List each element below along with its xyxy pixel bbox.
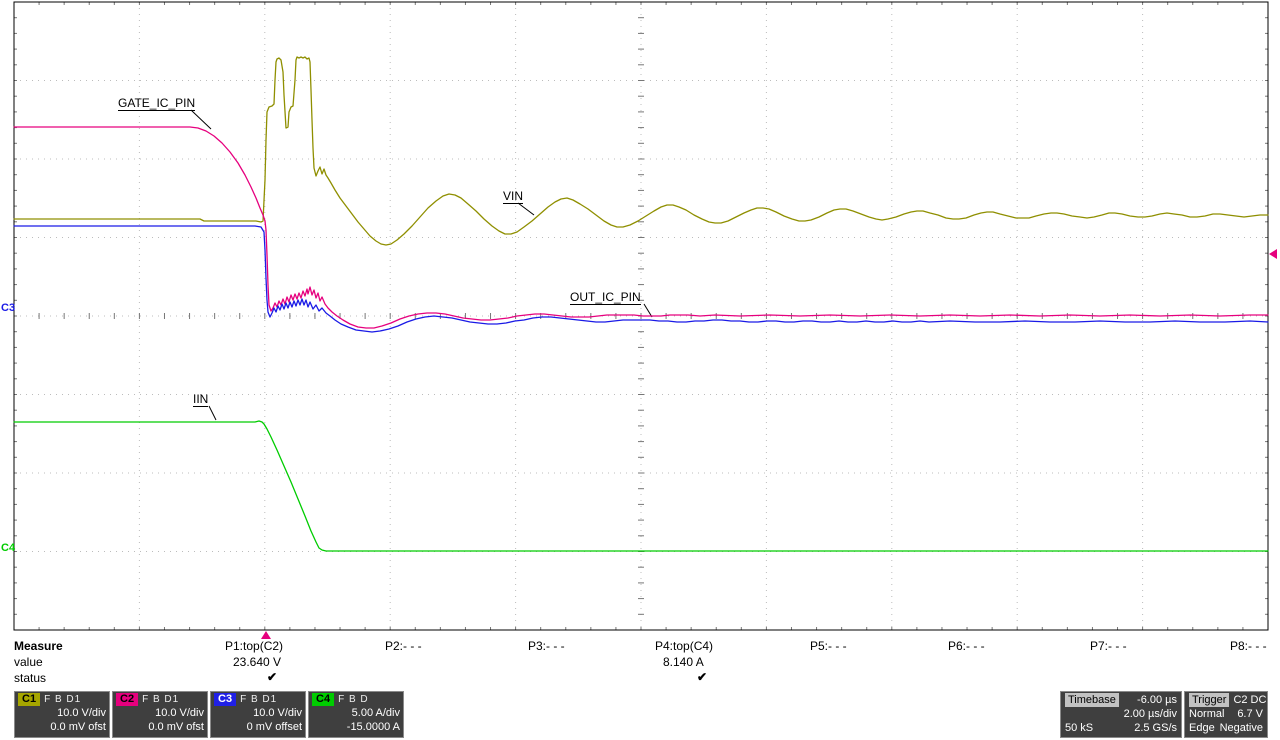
measure-p6-label[interactable]: P6:- - - xyxy=(948,639,985,653)
trigger-slope: Negative xyxy=(1219,722,1263,734)
channel-scale: 10.0 V/div xyxy=(155,707,204,719)
measure-p1-label[interactable]: P1:top(C2) xyxy=(225,639,284,653)
waveform-out_ic_pin xyxy=(13,225,1269,333)
annotation-out_ic_pin: OUT_IC_PIN xyxy=(570,290,641,305)
timebase-position: -6.00 µs xyxy=(1137,694,1177,706)
measure-p4-value: 8.140 A xyxy=(663,655,704,669)
channel-offset: -15.0000 A xyxy=(346,721,400,733)
measure-p1-value: 23.640 V xyxy=(233,655,282,669)
trigger-time-marker[interactable] xyxy=(261,631,271,639)
trigger-label: Trigger xyxy=(1189,693,1230,707)
channel-badge-c3: C3 xyxy=(214,693,237,706)
measure-p2-label[interactable]: P2:- - - xyxy=(385,639,422,653)
channel-badge-c4: C4 xyxy=(312,693,335,706)
channel-scale: 10.0 V/div xyxy=(253,707,302,719)
channel-marker-c4[interactable]: C4 xyxy=(1,542,16,554)
channel-offset: 0 mV offset xyxy=(246,721,302,733)
channel-badge-c2: C2 xyxy=(116,693,139,706)
channel-flags: F B D1 xyxy=(142,694,180,705)
annotation-vin: VIN xyxy=(503,189,524,204)
measure-p3-label[interactable]: P3:- - - xyxy=(528,639,565,653)
measure-row-title: Measure xyxy=(14,639,63,653)
channel-descriptor-c1[interactable]: C1 F B D1 10.0 V/div 0.0 mV ofst xyxy=(14,691,110,738)
channel-scale: 5.00 A/div xyxy=(351,707,400,719)
timebase-descriptor[interactable]: Timebase -6.00 µs 2.00 µs/div 50 kS 2.5 … xyxy=(1060,691,1182,738)
timebase-scale: 2.00 µs/div xyxy=(1123,708,1177,720)
channel-flags: F B D1 xyxy=(240,694,278,705)
trigger-level-marker[interactable] xyxy=(1269,249,1277,259)
annotation-gate_ic_pin: GATE_IC_PIN xyxy=(118,96,196,111)
measure-p4-status: ✔ xyxy=(697,670,708,684)
waveform-gate_ic_pin xyxy=(13,126,1269,329)
waveform-iin xyxy=(13,420,1269,552)
channel-descriptor-c2[interactable]: C2 F B D1 10.0 V/div 0.0 mV ofst xyxy=(112,691,208,738)
trigger-mode: Normal xyxy=(1189,708,1225,720)
waveform-vin xyxy=(13,56,1269,246)
trigger-level: 6.7 V xyxy=(1237,708,1263,720)
measure-row-value: value xyxy=(14,655,43,669)
channel-descriptor-c4[interactable]: C4 F B D 5.00 A/div -15.0000 A xyxy=(308,691,404,738)
channel-flags: F B D1 xyxy=(44,694,82,705)
measure-row-status: status xyxy=(14,671,47,685)
channel-marker-c3[interactable]: C3 xyxy=(1,302,16,314)
channel-descriptor-c3[interactable]: C3 F B D1 10.0 V/div 0 mV offset xyxy=(210,691,306,738)
trigger-descriptor[interactable]: Trigger C2 DC Normal 6.7 V Edge Negative xyxy=(1184,691,1268,738)
measure-p8-label[interactable]: P8:- - - xyxy=(1230,639,1267,653)
measure-p4-label[interactable]: P4:top(C4) xyxy=(655,639,714,653)
annotation-iin: IIN xyxy=(193,392,209,407)
measure-p1-status: ✔ xyxy=(267,670,278,684)
measure-p5-label[interactable]: P5:- - - xyxy=(810,639,847,653)
measure-p7-label[interactable]: P7:- - - xyxy=(1090,639,1127,653)
timebase-label: Timebase xyxy=(1065,693,1119,707)
channel-offset: 0.0 mV ofst xyxy=(148,721,204,733)
channel-scale: 10.0 V/div xyxy=(57,707,106,719)
trigger-type: Edge xyxy=(1189,722,1215,734)
timebase-rate: 2.5 GS/s xyxy=(1134,722,1177,734)
trigger-source: C2 DC xyxy=(1233,694,1267,706)
channel-flags: F B D xyxy=(338,694,369,705)
timebase-samples: 50 kS xyxy=(1065,722,1094,734)
channel-offset: 0.0 mV ofst xyxy=(50,721,106,733)
channel-badge-c1: C1 xyxy=(18,693,41,706)
